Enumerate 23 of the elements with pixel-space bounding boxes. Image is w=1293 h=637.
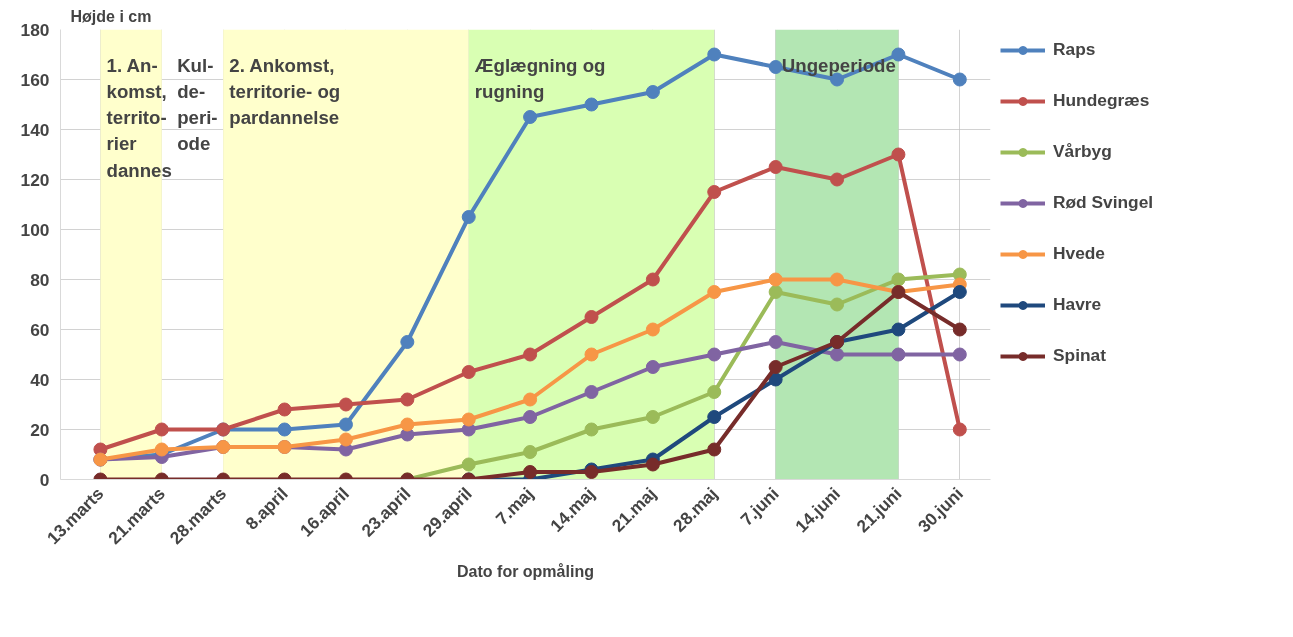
y-axis-title: Højde i cm [70,7,152,25]
y-tick-label: 160 [20,69,50,90]
legend-label: Hvede [1053,243,1106,264]
legend-label: Havre [1053,294,1102,315]
band-label: 1. An- komst, territo- rier dannes [106,54,172,181]
legend-label: Spinat [1053,345,1106,366]
x-axis-title: Dato for opmåling [457,563,594,581]
y-tick-label: 0 [39,469,50,490]
legend-label: Raps [1053,39,1096,60]
legend-label: Rød Svingel [1053,192,1154,213]
y-tick-label: 20 [30,419,50,440]
band-label: 2. Ankomst, territorie- og pardannelse [229,54,341,128]
legend-label: Hundegræs [1053,90,1150,111]
y-tick-label: 40 [30,369,50,390]
y-tick-label: 140 [20,119,50,140]
y-tick-label: 180 [20,19,50,40]
annotation: Kul- de- peri- ode [177,54,218,155]
band-label: Æglægning og rugning [474,54,606,102]
y-tick-label: 120 [20,169,50,190]
y-tick-label: 100 [20,219,50,240]
y-tick-label: 80 [30,269,50,290]
legend-label: Vårbyg [1053,141,1112,162]
y-tick-label: 60 [30,319,50,340]
